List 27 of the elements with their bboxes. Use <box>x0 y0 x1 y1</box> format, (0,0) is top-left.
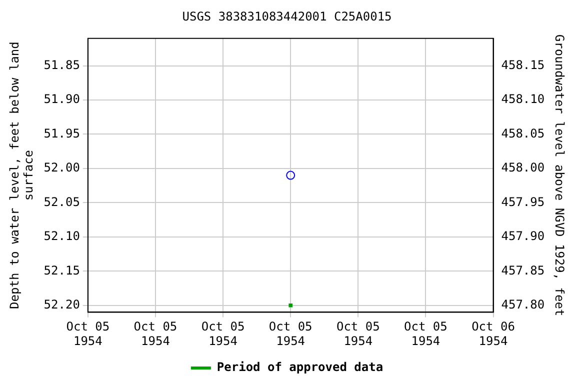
y-tick-label: 52.10 <box>44 229 80 244</box>
x-tick-label: Oct 05 1954 <box>404 320 448 348</box>
y-tick-label: 52.00 <box>44 160 80 175</box>
y-tick-label: 51.85 <box>44 58 80 72</box>
y-tick-label: 52.05 <box>44 194 80 209</box>
x-tick-label: Oct 05 1954 <box>336 320 380 348</box>
y2-axis-title: Groundwater level above NGVD 1929, feet <box>552 34 567 316</box>
y2-tick-label: 457.90 <box>501 229 545 244</box>
x-tick-label: Oct 05 1954 <box>201 320 245 348</box>
chart-title: USGS 383831083442001 C25A0015 <box>182 9 392 24</box>
y2-tick-label: 458.05 <box>501 126 545 140</box>
y2-tick-label: 457.85 <box>501 263 545 278</box>
y2-tick-label: 457.80 <box>501 297 545 312</box>
y-tick-label: 51.90 <box>44 92 80 106</box>
x-tick-label: Oct 05 1954 <box>66 320 110 348</box>
y2-tick-label: 458.15 <box>501 58 545 72</box>
y-tick-label: 52.20 <box>44 297 80 312</box>
legend-label: Period of approved data <box>216 360 384 374</box>
y-tick-label: 52.15 <box>44 263 80 278</box>
y2-tick-label: 457.95 <box>501 194 545 209</box>
x-tick-label: Oct 05 1954 <box>268 320 312 348</box>
y2-tick-label: 458.10 <box>501 92 545 106</box>
y2-tick-label: 458.00 <box>501 160 545 175</box>
y-tick-label: 51.95 <box>44 126 80 140</box>
x-tick-label: Oct 06 1954 <box>472 320 515 348</box>
x-tick-label: Oct 05 1954 <box>134 320 178 348</box>
y-axis-title: Depth to water level, feet below land surface <box>7 42 36 309</box>
